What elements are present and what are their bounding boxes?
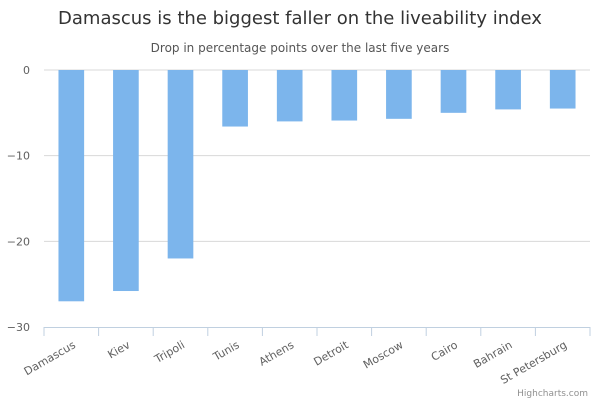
x-tick-label: Detroit — [311, 338, 351, 369]
x-tick-label: Tunis — [210, 338, 242, 364]
y-tick-label: −10 — [7, 150, 30, 163]
bar-damascus[interactable] — [58, 70, 85, 302]
y-axis-ticks: 0 −10 −20 −30 — [7, 64, 30, 334]
x-tick-label: Bahrain — [471, 338, 514, 371]
x-tick-label: Tripoli — [151, 338, 187, 366]
x-tick-label: Athens — [257, 338, 297, 368]
bar-athens[interactable] — [276, 70, 303, 122]
chart-title: Damascus is the biggest faller on the li… — [58, 8, 542, 29]
credits-link[interactable]: Highcharts.com — [517, 389, 588, 399]
bar-detroit[interactable] — [331, 70, 358, 121]
bar-bahrain[interactable] — [495, 70, 521, 110]
x-tick-label: Cairo — [429, 338, 460, 364]
chart-subtitle: Drop in percentage points over the last … — [151, 41, 450, 55]
bar-kiev[interactable] — [113, 70, 139, 292]
x-axis: Damascus Kiev Tripoli Tunis Athens Detroit Mos… — [22, 327, 591, 387]
x-tick-label: Damascus — [22, 338, 78, 378]
y-tick-label: −30 — [7, 321, 30, 334]
bar-st-petersburg[interactable] — [549, 70, 576, 109]
x-tick-label: Moscow — [361, 338, 405, 371]
bar-tunis[interactable] — [222, 70, 248, 127]
bars — [58, 70, 576, 302]
bar-cairo[interactable] — [440, 70, 467, 113]
x-tick-label: Kiev — [106, 338, 133, 361]
y-tick-label: 0 — [23, 64, 30, 77]
bar-tripoli[interactable] — [167, 70, 194, 259]
bar-moscow[interactable] — [386, 70, 412, 119]
y-tick-label: −20 — [7, 235, 30, 248]
